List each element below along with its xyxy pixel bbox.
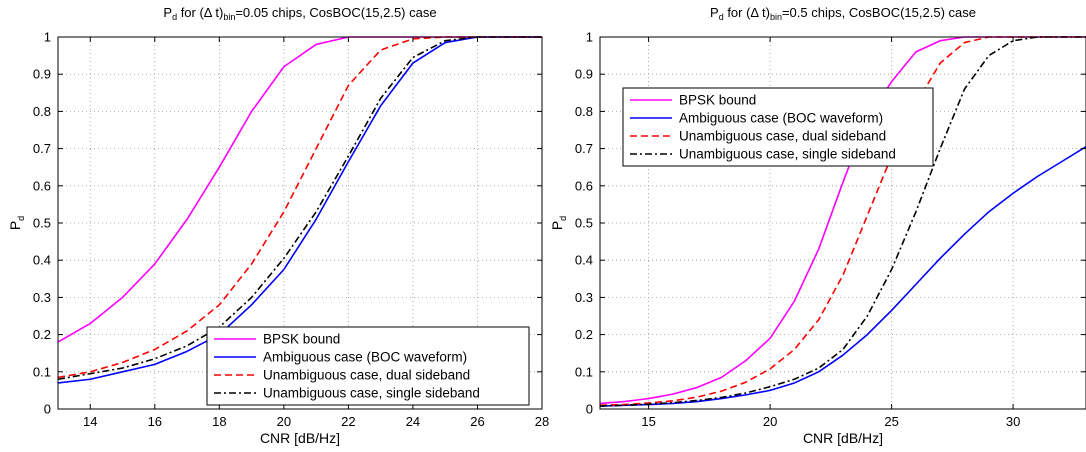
series-line-3 [599, 36, 1086, 407]
y-tick-label: 0.9 [575, 67, 593, 82]
y-tick-label: 0.8 [575, 104, 593, 119]
legend-label: Unambiguous case, dual sideband [263, 368, 470, 383]
y-tick-label: 0.1 [33, 364, 51, 379]
legend-label: Unambiguous case, single sideband [263, 386, 480, 401]
y-tick-label: 0.6 [575, 178, 593, 193]
x-tick-label: 28 [535, 414, 549, 429]
legend: BPSK bound Ambiguous case (BOC waveform) U… [622, 87, 934, 167]
legend-label: BPSK bound [263, 332, 340, 347]
y-tick-label: 1 [44, 30, 51, 45]
x-axis-label: CNR [dB/Hz] [260, 430, 340, 446]
legend-label: Unambiguous case, dual sideband [679, 129, 886, 144]
chart-title: Pd for (Δ t)bin=0.05 chips, CosBOC(15,2.… [163, 5, 436, 22]
x-tick-label: 14 [83, 414, 97, 429]
y-axis-label: Pd [549, 216, 568, 230]
y-axis-label: Pd [7, 216, 26, 230]
x-tick-label: 25 [884, 414, 898, 429]
legend-box [206, 326, 530, 406]
chart-panel-1: 14 16 18 20 22 24 26 28 0 0.1 0.2 0.3 0.4 0.5 0.6 0.7 0.… [7, 5, 549, 446]
series-line-2 [599, 146, 1086, 407]
y-tick-label: 0.4 [575, 253, 593, 268]
x-tick-label: 24 [406, 414, 420, 429]
x-tick-label: 15 [641, 414, 655, 429]
x-tick-label: 20 [277, 414, 291, 429]
y-tick-label: 1 [586, 30, 593, 45]
y-tick-label: 0.6 [33, 178, 51, 193]
legend-label: BPSK bound [679, 93, 756, 108]
x-tick-label: 22 [341, 414, 355, 429]
x-tick-label: 18 [212, 414, 226, 429]
chart-panel-2: 15 20 25 30 0 0.1 0.2 0.3 0.4 0.5 0.6 0.7 0.8 0.9 1 Pd … [549, 5, 1086, 446]
grid [58, 37, 542, 409]
y-tick-label: 0.3 [33, 290, 51, 305]
series-line-2 [57, 36, 542, 384]
y-tick-label: 0.5 [575, 216, 593, 231]
y-tick-label: 0.7 [33, 141, 51, 156]
y-tick-label: 0.1 [575, 364, 593, 379]
y-tick-label: 0.2 [33, 327, 51, 342]
legend-label: Ambiguous case (BOC waveform) [679, 111, 883, 126]
legend: BPSK bound Ambiguous case (BOC waveform) U… [206, 326, 530, 406]
y-tick-label: 0.8 [33, 104, 51, 119]
y-tick-label: 0.5 [33, 216, 51, 231]
series-line-4 [57, 36, 542, 381]
x-tick-label: 16 [148, 414, 162, 429]
y-tick-label: 0 [586, 402, 593, 417]
y-tick-label: 0.2 [575, 327, 593, 342]
legend-box [622, 87, 934, 167]
x-tick-label: 26 [470, 414, 484, 429]
x-tick-label: 30 [1006, 414, 1020, 429]
y-tick-label: 0 [44, 402, 51, 417]
legend-label: Ambiguous case (BOC waveform) [263, 350, 467, 365]
chart-title: Pd for (Δ t)bin=0.5 chips, CosBOC(15,2.5… [710, 5, 976, 22]
x-tick-label: 20 [763, 414, 777, 429]
y-tick-label: 0.9 [33, 67, 51, 82]
x-axis-label: CNR [dB/Hz] [803, 430, 883, 446]
y-tick-label: 0.3 [575, 290, 593, 305]
legend-label: Unambiguous case, single sideband [679, 147, 896, 162]
series-line-4 [599, 36, 1086, 407]
y-tick-label: 0.4 [33, 253, 51, 268]
y-tick-label: 0.7 [575, 141, 593, 156]
